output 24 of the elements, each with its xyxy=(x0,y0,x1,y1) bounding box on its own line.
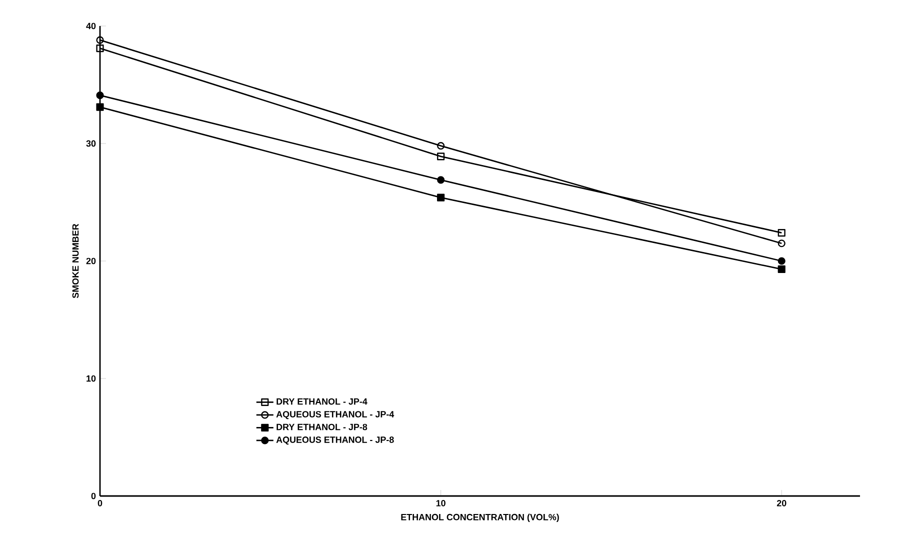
legend-label: AQUEOUS ETHANOL - JP-4 xyxy=(276,411,394,420)
point xyxy=(778,265,786,274)
x-axis-title: ETHANOL CONCENTRATION (VOL%) xyxy=(401,514,559,522)
y-tick-label: 40 xyxy=(86,22,96,30)
legend-label: DRY ETHANOL - JP-4 xyxy=(276,398,368,405)
x-tick-label: 10 xyxy=(436,500,446,506)
x-tick-label: 0 xyxy=(98,500,102,506)
point xyxy=(437,142,445,150)
y-tick-label: 0 xyxy=(91,492,96,500)
legend-label: AQUEOUS ETHANOL - JP-8 xyxy=(276,436,394,445)
point xyxy=(778,257,786,265)
point xyxy=(96,44,104,52)
point xyxy=(778,229,786,237)
y-axis-title: SMOKE NUMBER xyxy=(72,224,79,298)
y-tick-label: 30 xyxy=(86,140,96,147)
x-tick-label: 20 xyxy=(776,500,786,506)
point xyxy=(437,152,445,160)
legend-label: DRY ETHANOL - JP-8 xyxy=(276,424,368,430)
point xyxy=(96,103,104,111)
point xyxy=(437,176,445,184)
y-tick-label: 20 xyxy=(86,258,96,264)
y-tick-label: 10 xyxy=(86,375,96,382)
point xyxy=(96,92,104,100)
point xyxy=(437,194,445,202)
